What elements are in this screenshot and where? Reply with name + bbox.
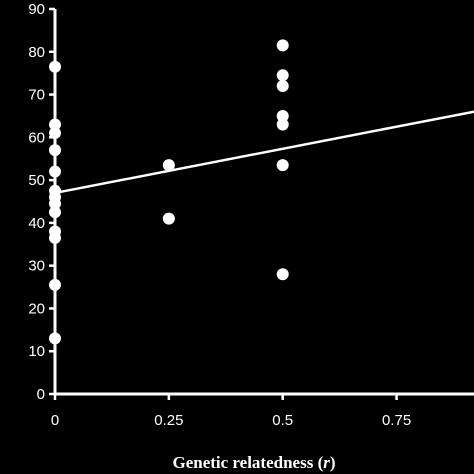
data-point <box>49 144 61 157</box>
y-tick-label: 80 <box>28 44 45 61</box>
trendline-group <box>54 110 474 195</box>
x-tick-label: 0.25 <box>154 412 183 429</box>
y-tick-label: 70 <box>28 87 45 104</box>
y-tick-label: 10 <box>28 343 45 360</box>
data-point <box>276 109 289 122</box>
data-points <box>49 39 289 345</box>
y-tick-label: 60 <box>28 129 45 146</box>
y-tick-label: 30 <box>28 258 45 275</box>
x-tick-label: 0.75 <box>382 412 411 429</box>
data-point <box>49 118 61 131</box>
y-tick-label: 0 <box>37 386 45 403</box>
data-point <box>49 231 61 244</box>
y-ticks: 0 10 20 30 40 50 60 70 80 90 <box>28 1 55 403</box>
data-point <box>276 268 289 281</box>
data-point <box>49 197 61 210</box>
data-point <box>276 118 289 131</box>
data-point <box>49 332 61 345</box>
data-point <box>276 69 289 82</box>
x-tick-label: 0 <box>51 412 59 429</box>
data-point <box>49 206 61 219</box>
x-axis-title: Genetic relatedness (r) <box>172 453 335 472</box>
y-tick-label: 20 <box>28 300 45 317</box>
data-point <box>276 159 289 172</box>
data-point <box>276 80 289 92</box>
data-point <box>49 165 61 178</box>
y-tick-label: 40 <box>28 215 45 232</box>
data-point <box>162 212 175 225</box>
data-point <box>49 278 61 291</box>
data-point <box>276 39 289 52</box>
trendline <box>54 110 474 195</box>
data-point <box>49 60 61 73</box>
x-ticks: 0 0.25 0.5 0.75 <box>51 394 411 429</box>
y-tick-label: 50 <box>28 172 45 189</box>
data-point <box>162 159 175 172</box>
x-tick-label: 0.5 <box>272 412 293 429</box>
y-tick-label: 90 <box>28 1 45 18</box>
data-point <box>49 127 61 140</box>
axes <box>53 9 474 396</box>
